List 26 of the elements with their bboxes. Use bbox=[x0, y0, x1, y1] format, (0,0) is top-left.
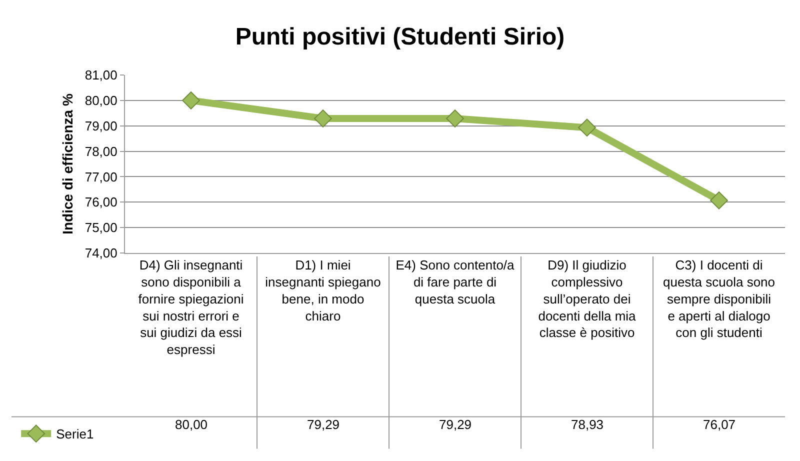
y-tick-label: 75,00 bbox=[84, 220, 118, 236]
data-label: 78,93 bbox=[571, 417, 604, 432]
y-tick-label: 76,00 bbox=[84, 194, 118, 210]
point bbox=[710, 191, 728, 210]
x-tick-label: C3) I docenti di questa scuola sono sempre disponibili e aperti al dialogo con gli studenti bbox=[662, 258, 776, 340]
y-axis-title: Indice di efficienza % bbox=[59, 93, 76, 234]
y-tick-label: 80,00 bbox=[84, 92, 118, 108]
y-tick-label: 77,00 bbox=[84, 169, 118, 184]
data-label: 76,07 bbox=[703, 417, 736, 432]
data-label: 80,00 bbox=[175, 417, 208, 432]
point bbox=[578, 118, 596, 137]
y-tick-label: 81,00 bbox=[84, 68, 118, 83]
legend-label: Serie1 bbox=[56, 426, 94, 442]
data-label: 79,29 bbox=[439, 417, 472, 432]
x-tick-label: D4) Gli insegnanti sono disponibili a fornire spiegazioni sui nostri errori e sui giudizi da essi espressi bbox=[138, 258, 244, 358]
point bbox=[446, 110, 464, 128]
x-tick-label: E4) Sono contento/a di fare parte di questa scuola bbox=[396, 258, 516, 306]
data-label: 79,29 bbox=[307, 417, 340, 432]
chart-title: Punti positivi (Studenti Sirio) bbox=[235, 23, 565, 50]
point bbox=[314, 110, 332, 128]
y-tick-label: 79,00 bbox=[84, 118, 118, 134]
y-tick-label: 78,00 bbox=[84, 144, 118, 159]
x-tick-label: D9) Il giudizio complessivo sull’operato dei docenti della mia classe è positivo bbox=[538, 258, 637, 340]
x-tick-label: D1) I miei insegnanti spiegano bene, in modo chiaro bbox=[265, 258, 381, 324]
y-tick-label: 74,00 bbox=[84, 246, 118, 261]
point bbox=[182, 91, 200, 110]
